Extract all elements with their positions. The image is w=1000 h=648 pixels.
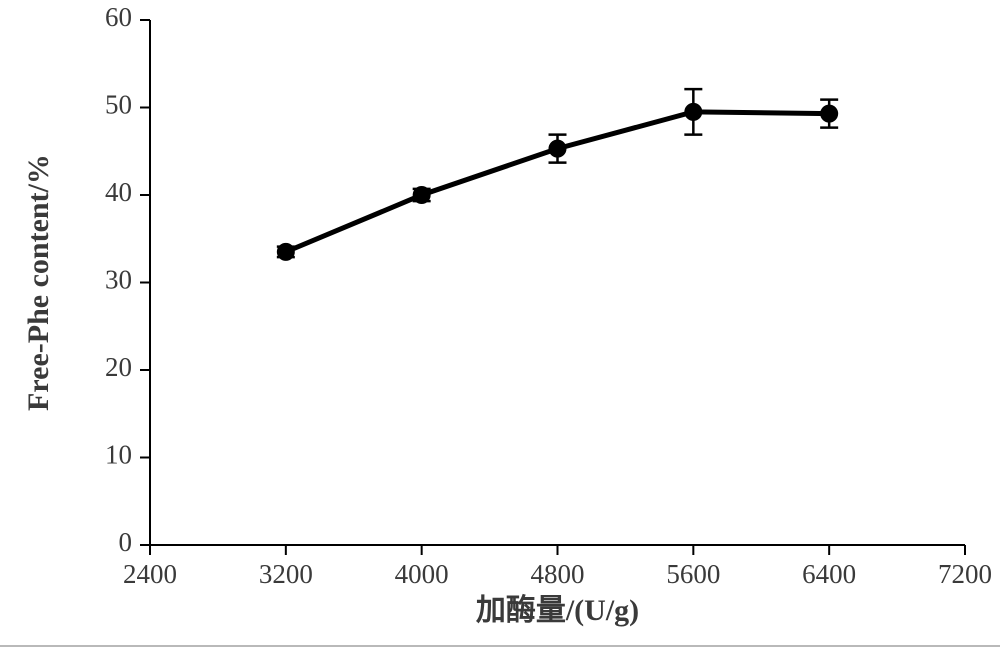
chart-container: 0 10 20 30 40 50 60 2400 3200 4000 4800 5600 6400 720… xyxy=(0,0,1000,648)
x-tick-label: 5600 xyxy=(666,559,720,589)
y-axis-title: Free-Phe content/% xyxy=(22,154,55,411)
y-tick-label: 0 xyxy=(119,527,133,557)
y-tick-label: 10 xyxy=(105,440,132,470)
x-tick-label: 3200 xyxy=(259,559,313,589)
x-tick-label: 6400 xyxy=(802,559,856,589)
x-tick-label: 7200 xyxy=(938,559,992,589)
data-point-marker xyxy=(549,140,567,158)
y-tick-label: 50 xyxy=(105,90,132,120)
data-point-marker xyxy=(684,103,702,121)
x-tick-label: 4800 xyxy=(531,559,585,589)
data-point-marker xyxy=(820,105,838,123)
data-point-marker xyxy=(277,243,295,261)
x-tick-label: 4000 xyxy=(395,559,449,589)
y-tick-label: 60 xyxy=(105,2,132,32)
line-chart: 0 10 20 30 40 50 60 2400 3200 4000 4800 5600 6400 720… xyxy=(0,0,1000,648)
y-tick-label: 40 xyxy=(105,177,132,207)
x-axis-title: 加酶量/(U/g) xyxy=(476,594,639,627)
x-tick-label: 2400 xyxy=(123,559,177,589)
y-tick-label: 20 xyxy=(105,352,132,382)
data-point-marker xyxy=(413,186,431,204)
y-tick-label: 30 xyxy=(105,265,132,295)
